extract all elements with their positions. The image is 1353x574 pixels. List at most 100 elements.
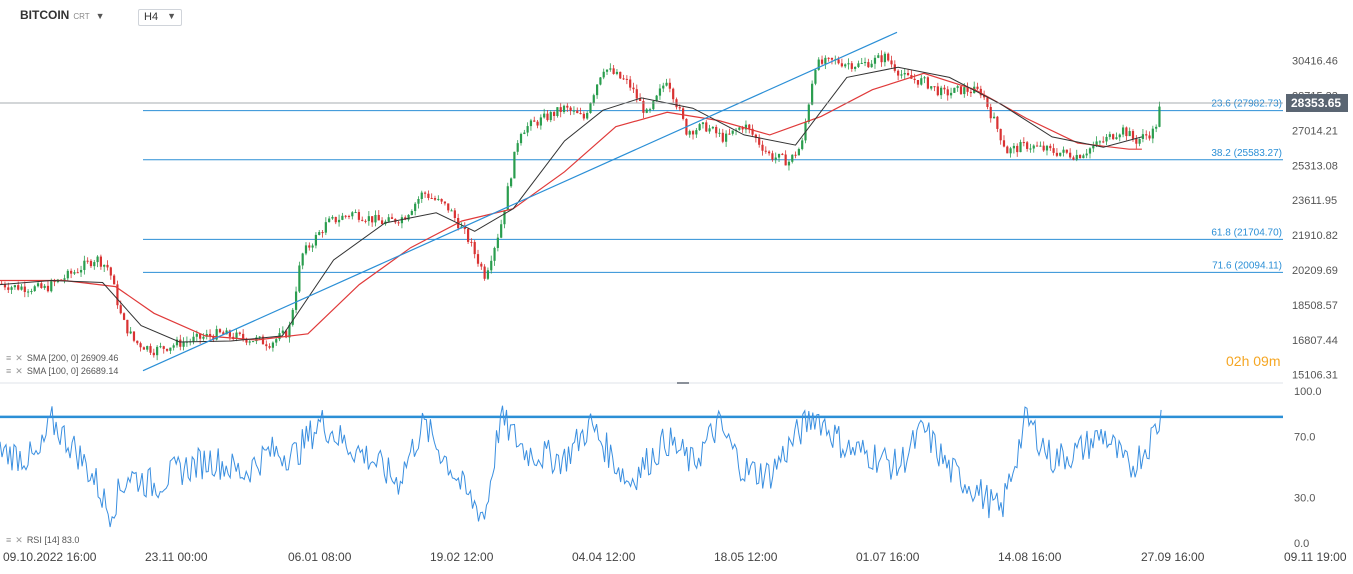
time-tick-label: 14.08 16:00: [998, 550, 1062, 564]
timeframe-select[interactable]: H4 ▼: [138, 9, 182, 26]
candle-body: [824, 57, 827, 64]
chevron-down-icon[interactable]: ▼: [95, 11, 105, 21]
candle-body: [622, 78, 625, 80]
candle-body: [629, 79, 632, 88]
candle-body: [741, 127, 744, 130]
candle-body: [70, 270, 73, 274]
candle-body: [1002, 140, 1006, 147]
candle-body: [992, 116, 996, 119]
fib-level-label: 71.6 (20094.11): [1212, 260, 1282, 271]
candle-body: [414, 203, 417, 212]
candle-body: [238, 332, 241, 334]
candle-body: [1145, 134, 1148, 136]
candle-body: [926, 77, 929, 89]
menu-icon[interactable]: ≡: [6, 535, 12, 545]
candle-body: [1022, 142, 1025, 144]
price-tick-label: 20209.69: [1292, 265, 1338, 277]
candle-body: [1135, 138, 1138, 144]
candle-body: [63, 278, 66, 280]
candle-body: [854, 66, 857, 69]
rsi-line: [0, 405, 1162, 528]
candle-body: [1155, 126, 1158, 129]
candle-body: [592, 95, 595, 104]
candle-body: [1055, 152, 1059, 156]
symbol-name: BITCOIN: [20, 8, 70, 22]
candle-body: [79, 269, 83, 273]
candle-body: [678, 107, 681, 109]
candle-body: [615, 71, 619, 74]
candle-body: [255, 337, 258, 342]
candle-body: [285, 330, 288, 338]
candle-body: [844, 64, 847, 67]
candle-body: [1112, 134, 1115, 140]
candle-body: [751, 128, 754, 135]
candle-body: [612, 68, 615, 74]
candle-body: [1006, 146, 1009, 154]
candle-body: [989, 106, 992, 119]
candle-body: [179, 339, 182, 347]
close-icon[interactable]: ✕: [15, 353, 23, 363]
candle-body: [817, 59, 820, 70]
fib-level-label: 38.2 (25583.27): [1211, 148, 1282, 159]
price-tag-background: [1286, 93, 1348, 112]
candle-body: [1035, 145, 1039, 147]
candle-body: [119, 305, 122, 314]
close-icon[interactable]: ✕: [15, 366, 23, 376]
close-icon[interactable]: ✕: [15, 535, 23, 545]
symbol-label[interactable]: BITCOIN CRT ▼: [20, 8, 105, 22]
candle-body: [781, 153, 784, 155]
candle-body: [946, 89, 949, 96]
candle-body: [731, 130, 734, 134]
candle-body: [1095, 141, 1098, 146]
indicator-sma-200[interactable]: ≡ ✕ SMA [200, 0] 26909.46: [6, 353, 118, 364]
indicator-rsi[interactable]: ≡ ✕ RSI [14] 83.0: [6, 535, 79, 546]
candle-body: [43, 285, 46, 288]
candle-body: [632, 87, 635, 90]
candle-body: [768, 151, 771, 154]
candle-body: [870, 63, 873, 68]
candle-body: [625, 78, 628, 80]
candle-body: [129, 331, 132, 334]
timeframe-value: H4: [144, 11, 159, 23]
countdown-hours-unit: h: [1241, 353, 1250, 369]
indicator-sma-100[interactable]: ≡ ✕ SMA [100, 0] 26689.14: [6, 366, 118, 377]
candle-body: [986, 97, 989, 107]
sma-200-line: [0, 72, 1142, 341]
candle-body: [17, 285, 20, 290]
menu-icon[interactable]: ≡: [6, 366, 12, 376]
time-tick-label: 04.04 12:00: [572, 550, 636, 564]
candle-body: [830, 57, 834, 60]
trendline: [142, 31, 898, 372]
candle-body: [486, 270, 490, 279]
candle-body: [682, 108, 685, 119]
candle-body: [1151, 128, 1154, 139]
rsi-tick-label: 0.0: [1294, 538, 1309, 550]
candle-body: [533, 120, 536, 122]
candle-body: [271, 342, 275, 348]
candle-body: [827, 57, 830, 59]
candle-body: [146, 346, 149, 350]
candle-body: [328, 218, 331, 223]
candle-countdown: 02h 09m: [1226, 353, 1281, 369]
candle-body: [182, 342, 185, 347]
candle-body: [99, 256, 102, 267]
candle-body: [526, 126, 529, 133]
candle-body: [387, 217, 390, 222]
candle-body: [500, 224, 503, 238]
candle-body: [483, 266, 486, 279]
candle-body: [1029, 148, 1032, 150]
menu-icon[interactable]: ≡: [6, 353, 12, 363]
candle-body: [218, 329, 222, 333]
candle-body: [923, 77, 926, 79]
candle-body: [341, 215, 344, 220]
time-tick-label: 06.01 08:00: [288, 550, 352, 564]
price-tick-label: 25313.08: [1292, 160, 1338, 172]
candle-body: [10, 287, 13, 290]
candle-body: [579, 113, 582, 115]
candle-body: [887, 53, 890, 61]
candle-body: [1078, 154, 1082, 159]
candle-body: [728, 133, 731, 135]
candle-body: [433, 198, 437, 200]
candle-body: [652, 101, 655, 110]
